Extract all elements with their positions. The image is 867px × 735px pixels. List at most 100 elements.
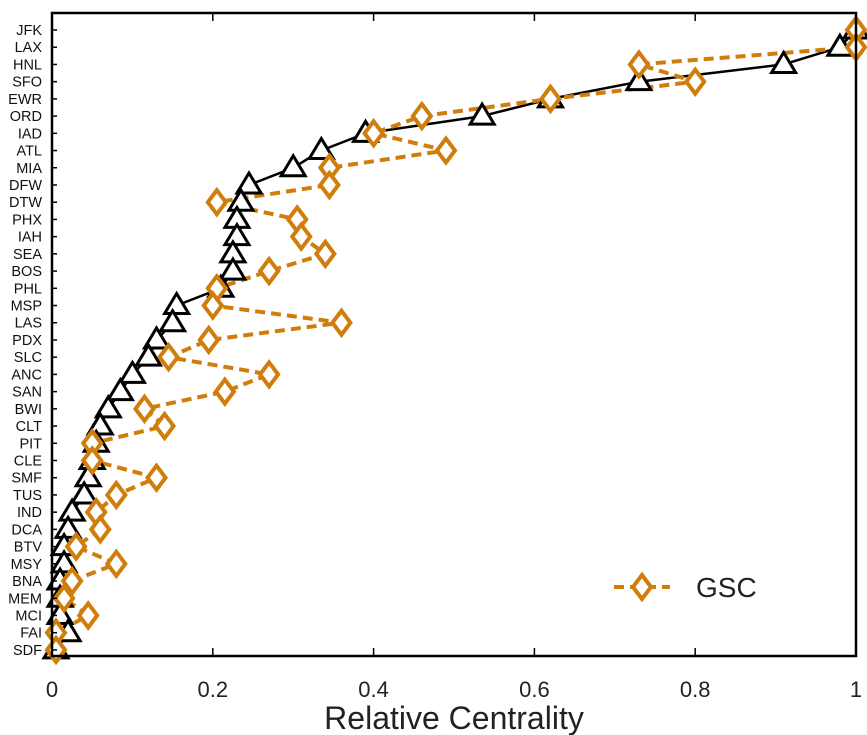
diamond-point-san xyxy=(213,376,237,407)
y-axis-ticks: JFKLAXHNLSFOEWRORDIADATLMIADFWDTWPHXIAHS… xyxy=(8,23,57,659)
x-tick-label: 0.8 xyxy=(680,677,711,702)
triangle-point-bos xyxy=(218,256,248,281)
y-tick-label: MSY xyxy=(11,557,43,573)
y-tick-label: PHL xyxy=(14,281,42,297)
diamond-point-slc xyxy=(157,341,181,373)
diamond-point-dca xyxy=(88,514,112,545)
y-tick-label: SEA xyxy=(13,247,42,263)
diamond-point-mem xyxy=(52,582,76,614)
triangle-point-smf xyxy=(73,462,103,488)
y-tick-label: CLE xyxy=(14,454,43,470)
x-tick-label: 0.2 xyxy=(198,677,229,702)
legend-label-gsc: GSC xyxy=(696,572,757,603)
y-tick-label: DFW xyxy=(9,178,42,194)
x-axis-ticks: 0 0.2 0.4 0.6 0.8 1 xyxy=(46,13,862,702)
y-tick-label: SDF xyxy=(13,643,42,659)
diamond-point-sfo xyxy=(683,66,707,97)
diamond-point-sea xyxy=(313,238,337,270)
y-tick-label: SLC xyxy=(14,350,42,366)
y-tick-label: IAH xyxy=(18,230,42,246)
y-tick-label: IAD xyxy=(18,126,42,142)
y-tick-label: TUS xyxy=(13,488,42,504)
y-tick-label: PIT xyxy=(19,436,42,452)
y-tick-label: IND xyxy=(17,505,42,521)
series-line-baseline xyxy=(54,29,857,651)
y-tick-label: MCI xyxy=(15,608,42,624)
triangle-point-clt xyxy=(85,411,115,436)
diamond-point-ewr xyxy=(538,83,562,115)
diamond-point-msy xyxy=(104,548,128,580)
triangle-point-tus xyxy=(69,480,99,505)
y-tick-label: SMF xyxy=(11,471,42,487)
x-tick-label: 0.4 xyxy=(358,677,389,702)
y-tick-label: LAS xyxy=(15,316,42,332)
y-tick-label: DCA xyxy=(11,522,42,538)
y-tick-label: DTW xyxy=(9,195,42,211)
plot-lines xyxy=(54,29,858,651)
y-tick-label: BWI xyxy=(15,402,42,418)
triangle-point-dca xyxy=(53,514,83,539)
triangle-point-san xyxy=(105,376,135,402)
triangle-point-las xyxy=(157,307,188,333)
triangle-point-slc xyxy=(133,342,164,367)
triangle-point-atl xyxy=(306,135,336,161)
y-tick-label: BNA xyxy=(12,574,42,590)
series-line-gsc xyxy=(54,30,858,650)
diamond-point-bwi xyxy=(132,393,156,425)
diamond-point-ord xyxy=(410,100,434,132)
triangle-point-bwi xyxy=(93,393,123,419)
y-tick-label: BOS xyxy=(11,264,42,280)
y-tick-label: ANC xyxy=(11,367,42,383)
triangle-point-mia xyxy=(278,152,308,178)
diamond-point-iad xyxy=(362,117,386,149)
triangle-point-iah xyxy=(222,221,252,247)
y-tick-label: MSP xyxy=(11,299,42,315)
y-tick-label: SFO xyxy=(12,75,42,91)
diamond-point-msp xyxy=(201,290,225,321)
diamond-point-btv xyxy=(64,531,88,562)
y-tick-label: BTV xyxy=(14,540,43,556)
y-tick-label: FAI xyxy=(20,626,42,642)
y-tick-label: MEM xyxy=(8,591,42,607)
y-tick-label: ORD xyxy=(10,109,42,125)
x-tick-label: 1 xyxy=(850,677,862,702)
y-tick-label: JFK xyxy=(16,23,42,39)
diamond-point-atl xyxy=(434,135,458,166)
x-tick-label: 0.6 xyxy=(519,677,550,702)
diamond-point-cle xyxy=(80,445,104,476)
diamond-point-iah xyxy=(289,221,313,252)
axes-frame xyxy=(50,11,858,658)
y-tick-label: MIA xyxy=(16,161,42,177)
diamond-point-clt xyxy=(153,410,177,442)
triangle-point-msp xyxy=(161,290,192,316)
y-tick-label: PHX xyxy=(12,212,42,228)
triangle-point-msy xyxy=(49,548,79,574)
diamond-point-pdx xyxy=(197,324,221,356)
triangle-point-anc xyxy=(117,359,148,384)
plot-markers xyxy=(41,14,867,666)
diamond-point-dtw xyxy=(205,186,229,218)
diamond-point-smf xyxy=(145,462,169,494)
triangle-point-ord xyxy=(467,101,497,126)
y-tick-label: CLT xyxy=(16,419,42,435)
triangle-point-hnl xyxy=(768,49,799,74)
y-tick-label: ATL xyxy=(16,144,42,160)
triangle-point-pdx xyxy=(141,325,172,350)
legend: GSC xyxy=(614,571,757,603)
diamond-point-dfw xyxy=(317,169,341,201)
legend-diamond-marker xyxy=(630,571,654,603)
x-axis-label: Relative Centrality xyxy=(324,700,584,735)
y-tick-label: SAN xyxy=(12,385,42,401)
triangle-point-ind xyxy=(57,497,87,522)
y-tick-label: HNL xyxy=(13,57,42,73)
diamond-point-bna xyxy=(60,565,84,597)
triangle-point-dtw xyxy=(226,187,256,212)
y-tick-label: LAX xyxy=(15,40,43,56)
x-tick-label: 0 xyxy=(46,677,58,702)
diamond-point-las xyxy=(329,307,353,339)
y-tick-label: EWR xyxy=(8,92,42,108)
triangle-point-dfw xyxy=(234,170,264,195)
diamond-point-tus xyxy=(104,479,128,511)
diamond-point-mci xyxy=(76,600,100,631)
